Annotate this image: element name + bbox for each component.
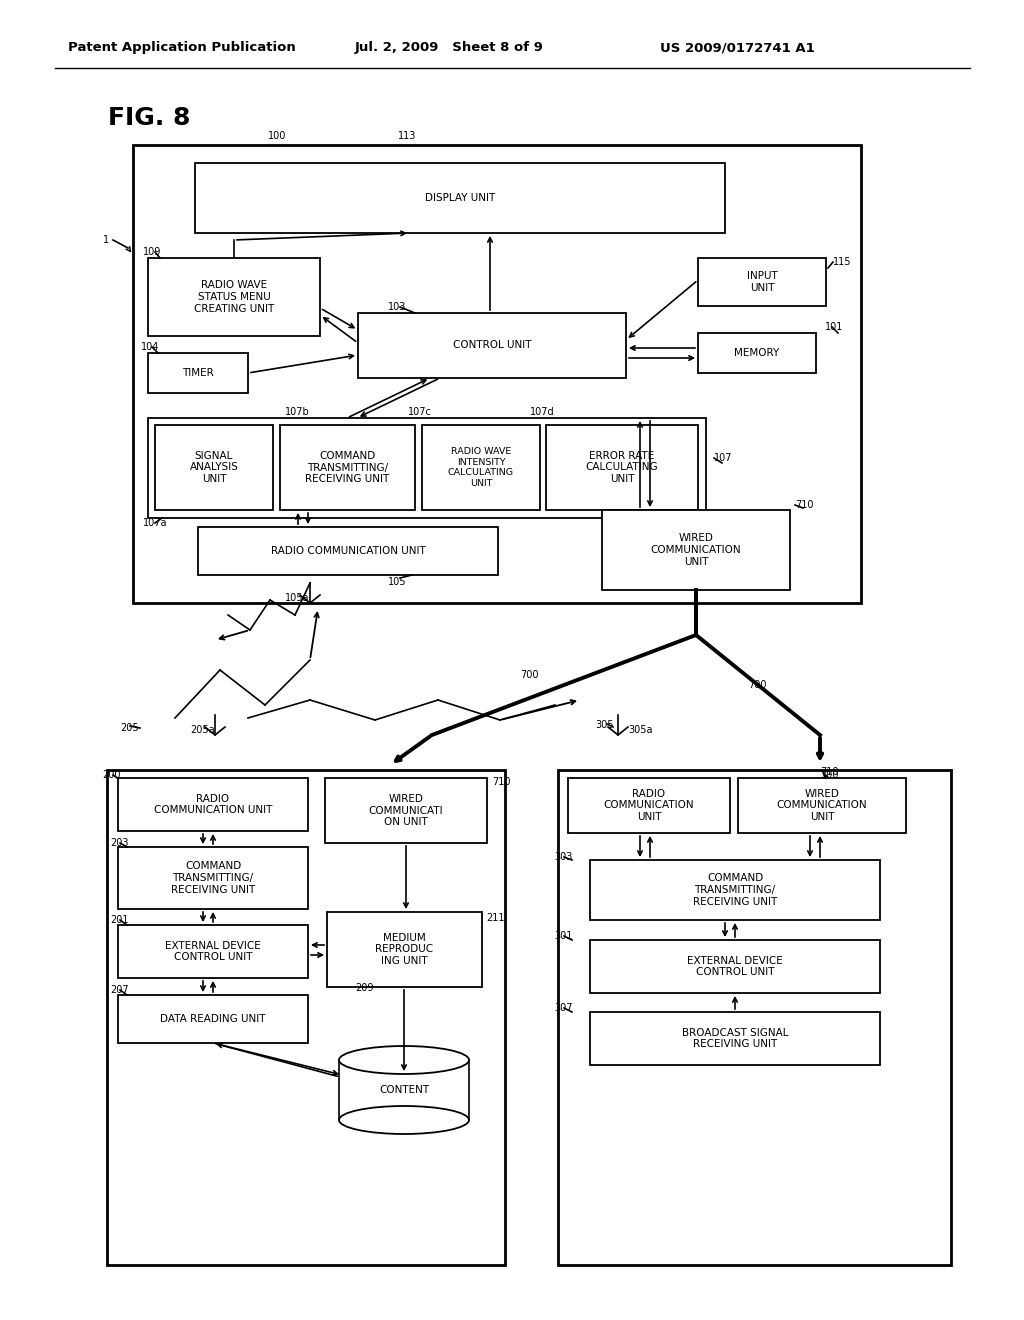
- Bar: [118, 925, 308, 978]
- Text: 207: 207: [110, 985, 129, 995]
- Bar: [590, 861, 880, 920]
- Text: Patent Application Publication: Patent Application Publication: [68, 41, 296, 54]
- Text: DISPLAY UNIT: DISPLAY UNIT: [425, 193, 496, 203]
- Bar: [738, 777, 906, 833]
- Text: INPUT
UNIT: INPUT UNIT: [746, 271, 777, 293]
- Text: EXTERNAL DEVICE
CONTROL UNIT: EXTERNAL DEVICE CONTROL UNIT: [165, 941, 261, 962]
- Text: 301: 301: [554, 931, 572, 941]
- Text: Jul. 2, 2009   Sheet 8 of 9: Jul. 2, 2009 Sheet 8 of 9: [355, 41, 544, 54]
- Bar: [546, 425, 698, 510]
- Bar: [422, 425, 540, 510]
- Text: COMMAND
TRANSMITTING/
RECEIVING UNIT: COMMAND TRANSMITTING/ RECEIVING UNIT: [693, 874, 777, 907]
- Text: ERROR RATE
CALCULATING
UNIT: ERROR RATE CALCULATING UNIT: [586, 451, 658, 484]
- Text: EXTERNAL DEVICE
CONTROL UNIT: EXTERNAL DEVICE CONTROL UNIT: [687, 956, 783, 977]
- Bar: [148, 418, 706, 517]
- Bar: [327, 912, 482, 987]
- Text: CONTENT: CONTENT: [379, 1085, 429, 1096]
- Text: WIRED
COMMUNICATION
UNIT: WIRED COMMUNICATION UNIT: [650, 533, 741, 566]
- Bar: [590, 940, 880, 993]
- Ellipse shape: [339, 1045, 469, 1074]
- Bar: [155, 425, 273, 510]
- Text: 115: 115: [833, 257, 852, 267]
- Bar: [133, 145, 861, 603]
- Text: 109: 109: [143, 247, 162, 257]
- Text: 107b: 107b: [285, 407, 309, 417]
- Text: 200: 200: [102, 770, 121, 780]
- Text: 205a: 205a: [190, 725, 215, 735]
- Text: RADIO
COMMUNICATION UNIT: RADIO COMMUNICATION UNIT: [154, 793, 272, 816]
- Text: 305: 305: [595, 719, 613, 730]
- Bar: [198, 527, 498, 576]
- Text: FIG. 8: FIG. 8: [108, 106, 190, 129]
- Text: 103: 103: [388, 302, 407, 312]
- Bar: [118, 847, 308, 909]
- Text: 105a: 105a: [285, 593, 309, 603]
- Bar: [590, 1012, 880, 1065]
- Text: DATA READING UNIT: DATA READING UNIT: [160, 1014, 266, 1024]
- Text: 105: 105: [388, 577, 407, 587]
- Bar: [558, 770, 951, 1265]
- Text: 100: 100: [268, 131, 287, 141]
- Text: BROADCAST SIGNAL
RECEIVING UNIT: BROADCAST SIGNAL RECEIVING UNIT: [682, 1028, 788, 1049]
- Text: MEMORY: MEMORY: [734, 348, 779, 358]
- Bar: [118, 995, 308, 1043]
- Bar: [698, 257, 826, 306]
- Bar: [325, 777, 487, 843]
- Text: COMMAND
TRANSMITTING/
RECEIVING UNIT: COMMAND TRANSMITTING/ RECEIVING UNIT: [171, 862, 255, 895]
- Text: 710: 710: [820, 767, 839, 777]
- Text: 107d: 107d: [530, 407, 555, 417]
- Text: 201: 201: [110, 915, 128, 925]
- Text: 205: 205: [120, 723, 138, 733]
- Text: SIGNAL
ANALYSIS
UNIT: SIGNAL ANALYSIS UNIT: [189, 451, 239, 484]
- Bar: [118, 777, 308, 832]
- Ellipse shape: [339, 1106, 469, 1134]
- Text: RADIO COMMUNICATION UNIT: RADIO COMMUNICATION UNIT: [270, 546, 425, 556]
- Bar: [280, 425, 415, 510]
- Text: 101: 101: [825, 322, 844, 333]
- Text: 211: 211: [486, 913, 505, 923]
- Bar: [148, 352, 248, 393]
- Text: 107c: 107c: [408, 407, 432, 417]
- Text: 305a: 305a: [628, 725, 652, 735]
- Text: COMMAND
TRANSMITTING/
RECEIVING UNIT: COMMAND TRANSMITTING/ RECEIVING UNIT: [305, 451, 389, 484]
- Text: 107: 107: [714, 453, 732, 463]
- Text: 300: 300: [820, 770, 839, 780]
- Text: CONTROL UNIT: CONTROL UNIT: [453, 341, 531, 351]
- Text: 1: 1: [103, 235, 110, 246]
- Text: 107a: 107a: [143, 517, 168, 528]
- Text: 303: 303: [554, 851, 572, 862]
- Text: 700: 700: [520, 671, 539, 680]
- Text: US 2009/0172741 A1: US 2009/0172741 A1: [660, 41, 815, 54]
- Bar: [148, 257, 319, 337]
- Text: 710: 710: [795, 500, 813, 510]
- Text: 113: 113: [398, 131, 417, 141]
- Bar: [698, 333, 816, 374]
- Text: RADIO WAVE
STATUS MENU
CREATING UNIT: RADIO WAVE STATUS MENU CREATING UNIT: [194, 280, 274, 314]
- Bar: [195, 162, 725, 234]
- Text: RADIO
COMMUNICATION
UNIT: RADIO COMMUNICATION UNIT: [604, 789, 694, 822]
- Bar: [568, 777, 730, 833]
- Bar: [602, 510, 790, 590]
- Text: WIRED
COMMUNICATI
ON UNIT: WIRED COMMUNICATI ON UNIT: [369, 793, 443, 828]
- Text: 710: 710: [492, 777, 511, 787]
- Text: 700: 700: [748, 680, 767, 690]
- Text: TIMER: TIMER: [182, 368, 214, 378]
- Bar: [106, 770, 505, 1265]
- Text: MEDIUM
REPRODUC
ING UNIT: MEDIUM REPRODUC ING UNIT: [376, 933, 433, 966]
- Text: RADIO WAVE
INTENSITY
CALCULATING
UNIT: RADIO WAVE INTENSITY CALCULATING UNIT: [449, 447, 514, 487]
- Text: 203: 203: [110, 838, 128, 847]
- Bar: [358, 313, 626, 378]
- Text: 104: 104: [141, 342, 160, 352]
- Text: 209: 209: [355, 983, 374, 993]
- Text: 307: 307: [554, 1003, 572, 1012]
- Text: WIRED
COMMUNICATION
UNIT: WIRED COMMUNICATION UNIT: [776, 789, 867, 822]
